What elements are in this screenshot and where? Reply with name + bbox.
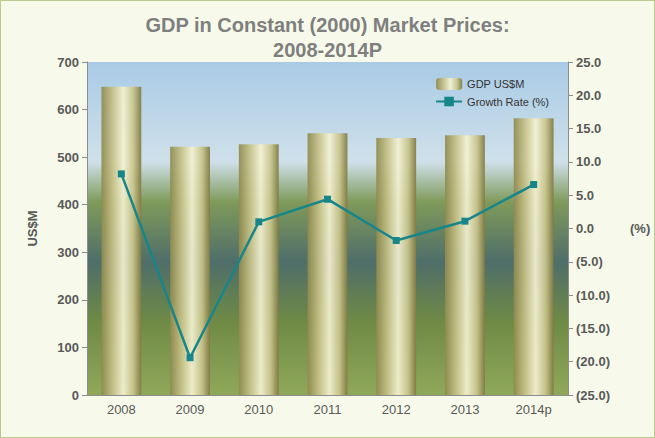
svg-text:15.0: 15.0 (576, 121, 601, 136)
svg-text:2010: 2010 (244, 402, 273, 417)
svg-text:2008: 2008 (107, 402, 136, 417)
svg-text:2014p: 2014p (516, 402, 552, 417)
svg-text:2011: 2011 (314, 402, 342, 417)
svg-text:700: 700 (57, 55, 79, 70)
svg-text:20.0: 20.0 (576, 88, 601, 103)
svg-text:(20.0): (20.0) (576, 354, 610, 369)
svg-text:25.0: 25.0 (576, 55, 601, 70)
svg-text:(%): (%) (630, 221, 650, 236)
svg-text:(15.0): (15.0) (576, 321, 610, 336)
svg-text:300: 300 (57, 245, 79, 260)
svg-text:Growth Rate (%): Growth Rate (%) (467, 96, 549, 108)
svg-text:500: 500 (57, 150, 79, 165)
svg-text:10.0: 10.0 (576, 154, 601, 169)
svg-text:2009: 2009 (176, 402, 205, 417)
svg-text:400: 400 (57, 197, 79, 212)
svg-text:0: 0 (72, 388, 79, 403)
svg-text:5.0: 5.0 (576, 188, 594, 203)
svg-text:GDP in Constant (2000) Market: GDP in Constant (2000) Market Prices: (145, 14, 509, 36)
svg-text:(5.0): (5.0) (576, 254, 603, 269)
svg-text:GDP US$M: GDP US$M (467, 78, 524, 90)
svg-text:US$M: US$M (25, 210, 40, 246)
svg-text:(10.0): (10.0) (576, 288, 610, 303)
svg-text:2008-2014P: 2008-2014P (273, 39, 382, 61)
svg-text:2012: 2012 (382, 402, 411, 417)
svg-text:100: 100 (57, 340, 79, 355)
svg-text:2013: 2013 (450, 402, 479, 417)
svg-text:0.0: 0.0 (576, 221, 594, 236)
svg-text:200: 200 (57, 292, 79, 307)
svg-text:600: 600 (57, 102, 79, 117)
svg-text:(25.0): (25.0) (576, 388, 610, 403)
